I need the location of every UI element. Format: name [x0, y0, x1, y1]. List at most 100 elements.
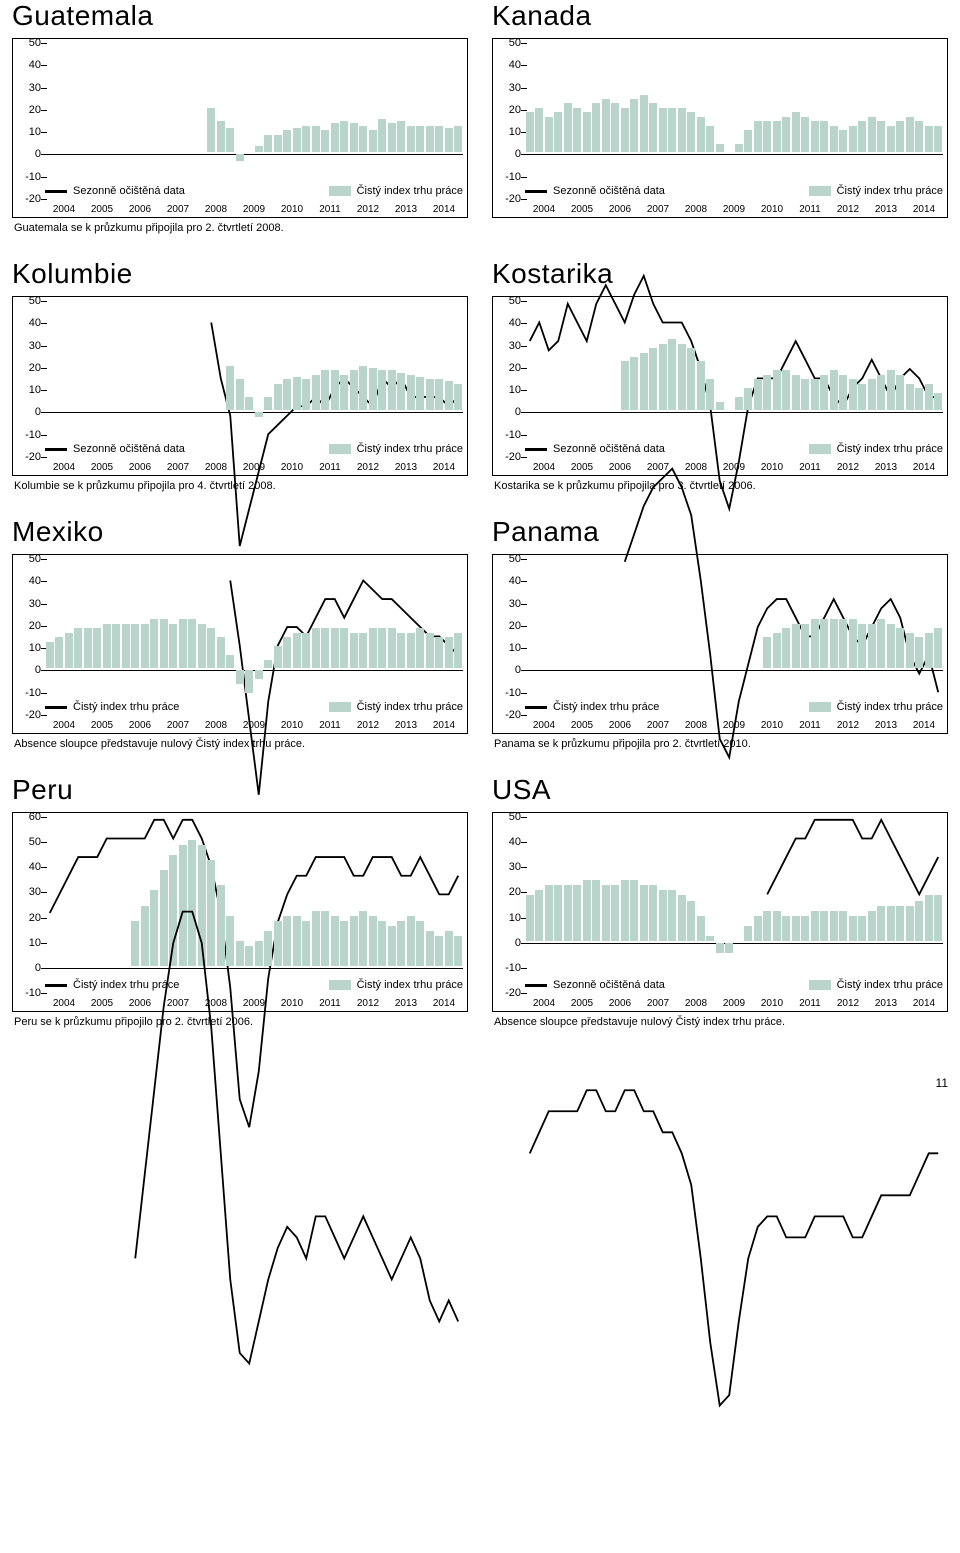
x-tick-label: 2010 [273, 204, 311, 215]
x-tick-label: 2009 [715, 204, 753, 215]
x-axis-labels: 2004200520062007200820092010201120122013… [525, 462, 943, 473]
y-tick-label: 30 [13, 886, 41, 898]
x-tick-label: 2008 [677, 462, 715, 473]
x-tick-label: 2014 [425, 462, 463, 473]
x-axis-labels: 2004200520062007200820092010201120122013… [525, 998, 943, 1009]
x-tick-label: 2011 [311, 204, 349, 215]
y-tick-label: 20 [493, 620, 521, 632]
x-tick-label: 2011 [791, 204, 829, 215]
x-tick-label: 2013 [387, 204, 425, 215]
x-tick-label: 2014 [905, 998, 943, 1009]
y-tick-label: 40 [493, 59, 521, 71]
plot-area [45, 559, 463, 713]
chart-panel: Panama-20-1001020304050Čistý index trhu … [492, 516, 948, 766]
chart-area: -20-1001020304050Sezonně očištěná dataČi… [492, 296, 948, 476]
x-tick-label: 2008 [197, 204, 235, 215]
x-tick-label: 2012 [349, 998, 387, 1009]
x-tick-label: 2004 [525, 998, 563, 1009]
x-tick-label: 2007 [639, 204, 677, 215]
x-axis-labels: 2004200520062007200820092010201120122013… [45, 998, 463, 1009]
x-tick-label: 2012 [829, 720, 867, 731]
x-tick-label: 2013 [867, 462, 905, 473]
y-tick-label: 20 [13, 620, 41, 632]
y-tick-label: 50 [493, 553, 521, 565]
x-tick-label: 2010 [753, 720, 791, 731]
y-tick-label: 10 [493, 642, 521, 654]
x-tick-label: 2007 [159, 998, 197, 1009]
x-tick-label: 2007 [159, 204, 197, 215]
chart-panel: Kanada-20-1001020304050Sezonně očištěná … [492, 0, 948, 250]
x-tick-label: 2009 [235, 720, 273, 731]
x-tick-label: 2010 [273, 720, 311, 731]
x-tick-label: 2009 [235, 462, 273, 473]
y-tick-label: 30 [13, 340, 41, 352]
x-tick-label: 2009 [715, 720, 753, 731]
y-tick-label: 40 [13, 59, 41, 71]
x-tick-label: 2012 [349, 720, 387, 731]
x-tick-label: 2007 [639, 462, 677, 473]
x-tick-label: 2005 [563, 998, 601, 1009]
x-tick-label: 2006 [121, 720, 159, 731]
y-tick-label: 50 [13, 553, 41, 565]
x-tick-label: 2005 [563, 462, 601, 473]
y-tick-label: 20 [493, 362, 521, 374]
x-tick-label: 2009 [715, 998, 753, 1009]
y-tick-label: 30 [13, 82, 41, 94]
plot-area [45, 301, 463, 455]
chart-title: Kanada [492, 0, 948, 32]
x-tick-label: 2013 [867, 998, 905, 1009]
y-tick-label: 0 [493, 148, 521, 160]
x-tick-label: 2004 [45, 204, 83, 215]
x-tick-label: 2010 [753, 204, 791, 215]
y-tick-label: 10 [493, 912, 521, 924]
y-tick-label: -10 [13, 987, 41, 999]
y-tick-label: 0 [493, 406, 521, 418]
x-tick-label: 2014 [905, 720, 943, 731]
chart-panel: Mexiko-20-1001020304050Čistý index trhu … [12, 516, 468, 766]
chart-panel: Peru-100102030405060Čistý index trhu prá… [12, 774, 468, 1044]
x-tick-label: 2004 [525, 204, 563, 215]
x-tick-label: 2004 [45, 720, 83, 731]
x-tick-label: 2005 [563, 204, 601, 215]
y-tick-label: 10 [493, 384, 521, 396]
y-tick-label: 50 [493, 37, 521, 49]
y-tick-label: 10 [493, 126, 521, 138]
y-tick-label: 50 [13, 37, 41, 49]
chart-area: -20-1001020304050Sezonně očištěná dataČi… [12, 296, 468, 476]
x-tick-label: 2006 [121, 204, 159, 215]
y-tick-label: -10 [493, 962, 521, 974]
y-tick-label: 10 [13, 642, 41, 654]
x-tick-label: 2006 [601, 462, 639, 473]
chart-panel: Guatemala-20-1001020304050Sezonně očiště… [12, 0, 468, 250]
x-tick-label: 2010 [753, 462, 791, 473]
y-tick-label: 0 [493, 937, 521, 949]
x-axis-labels: 2004200520062007200820092010201120122013… [45, 720, 463, 731]
x-tick-label: 2005 [83, 204, 121, 215]
y-tick-label: 20 [13, 362, 41, 374]
x-tick-label: 2014 [905, 462, 943, 473]
x-axis-labels: 2004200520062007200820092010201120122013… [525, 720, 943, 731]
x-tick-label: 2013 [867, 204, 905, 215]
y-tick-label: 30 [493, 861, 521, 873]
y-tick-label: 50 [493, 811, 521, 823]
chart-panel: USA-20-1001020304050Sezonně očištěná dat… [492, 774, 948, 1044]
y-tick-label: 40 [493, 575, 521, 587]
y-tick-label: -20 [13, 451, 41, 463]
y-tick-label: 10 [13, 126, 41, 138]
x-tick-label: 2011 [791, 720, 829, 731]
x-tick-label: 2007 [159, 462, 197, 473]
x-tick-label: 2006 [601, 998, 639, 1009]
y-tick-label: -10 [493, 171, 521, 183]
y-tick-label: 50 [13, 295, 41, 307]
x-tick-label: 2012 [349, 462, 387, 473]
x-tick-label: 2007 [639, 998, 677, 1009]
y-tick-label: 0 [13, 406, 41, 418]
y-tick-label: 60 [13, 811, 41, 823]
x-tick-label: 2008 [197, 462, 235, 473]
y-tick-label: 50 [13, 836, 41, 848]
y-tick-label: -10 [13, 171, 41, 183]
y-tick-label: 40 [13, 317, 41, 329]
x-tick-label: 2005 [83, 998, 121, 1009]
x-tick-label: 2005 [83, 462, 121, 473]
line-series [525, 817, 943, 1553]
